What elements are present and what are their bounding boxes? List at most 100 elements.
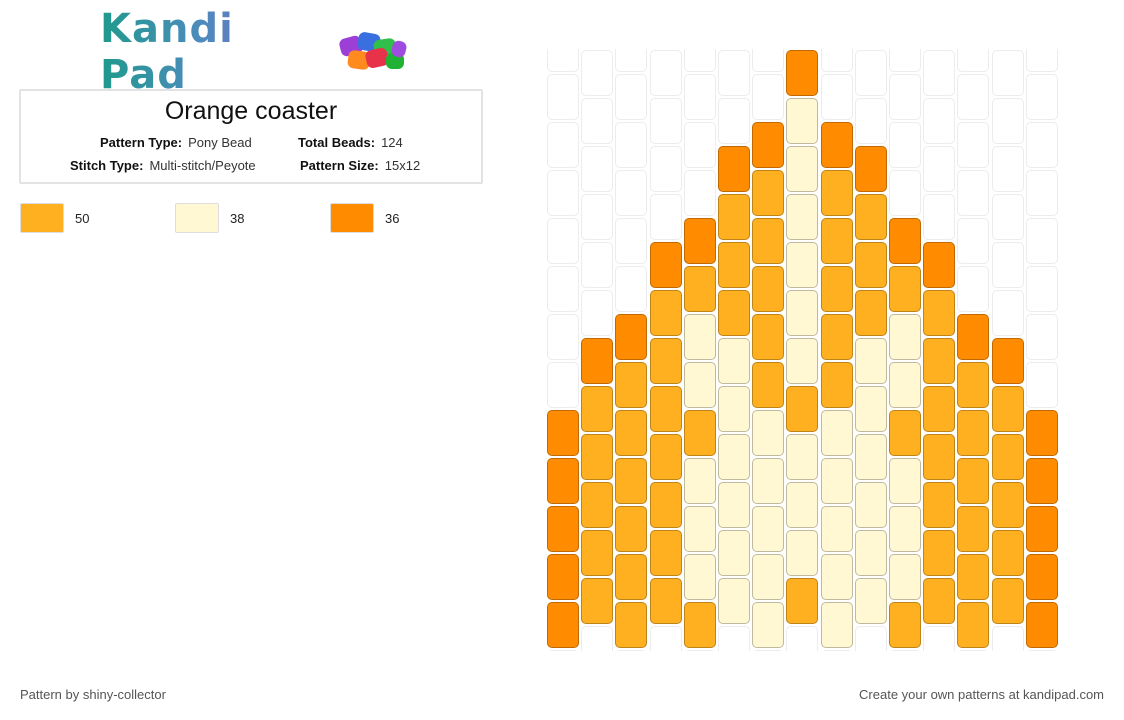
bead	[752, 410, 785, 456]
stitch-type: Stitch Type: Multi-stitch/Peyote	[70, 158, 256, 173]
bead	[615, 314, 648, 360]
bead	[820, 506, 853, 552]
bead	[786, 146, 819, 192]
empty-bead	[957, 170, 990, 216]
kandi-pad-logo[interactable]: Kandi Pad	[100, 6, 410, 98]
empty-bead	[752, 650, 785, 651]
bead	[786, 50, 819, 96]
stitch-type-label: Stitch Type:	[70, 158, 144, 173]
bead	[683, 314, 716, 360]
bead	[786, 194, 819, 240]
swatch-color	[175, 203, 219, 233]
bead	[991, 338, 1024, 384]
bead	[923, 482, 956, 528]
bead	[957, 602, 990, 648]
bead	[820, 458, 853, 504]
empty-bead	[854, 50, 887, 96]
bead	[649, 338, 682, 384]
bead	[957, 410, 990, 456]
pattern-type: Pattern Type: Pony Bead	[100, 135, 252, 150]
empty-bead	[1025, 122, 1058, 168]
empty-bead	[683, 170, 716, 216]
bead	[923, 434, 956, 480]
empty-bead	[615, 49, 648, 72]
bead	[786, 338, 819, 384]
bead	[1025, 506, 1058, 552]
swatch-count: 38	[230, 210, 245, 226]
empty-bead	[991, 98, 1024, 144]
swatch-color	[330, 203, 374, 233]
bead	[889, 410, 921, 456]
bead	[547, 602, 579, 648]
bead	[718, 482, 750, 528]
bead	[854, 530, 887, 576]
bead	[957, 506, 990, 552]
empty-bead	[683, 74, 716, 120]
bead	[923, 578, 956, 624]
bead	[752, 266, 785, 312]
bead	[718, 194, 750, 240]
swatch-color	[20, 203, 64, 233]
empty-bead	[683, 49, 716, 72]
empty-bead	[718, 626, 750, 651]
pattern-author: Pattern by shiny-collector	[20, 687, 166, 702]
bead	[1025, 602, 1058, 648]
bead	[854, 290, 887, 336]
bead	[683, 218, 716, 264]
bead	[581, 386, 614, 432]
pattern-size: Pattern Size: 15x12	[300, 158, 420, 173]
bead	[1025, 410, 1058, 456]
empty-bead	[786, 626, 819, 651]
bead	[820, 170, 853, 216]
bead	[649, 290, 682, 336]
bead	[957, 362, 990, 408]
bead	[889, 506, 921, 552]
bead	[991, 578, 1024, 624]
bead	[991, 386, 1024, 432]
bead	[581, 434, 614, 480]
empty-bead	[1025, 362, 1058, 408]
bead	[854, 146, 887, 192]
empty-bead	[649, 194, 682, 240]
bead	[786, 290, 819, 336]
empty-bead	[991, 242, 1024, 288]
bead	[923, 338, 956, 384]
empty-bead	[683, 650, 716, 651]
total-beads: Total Beads: 124	[298, 135, 403, 150]
empty-bead	[649, 50, 682, 96]
pattern-info-card: Orange coaster Pattern Type: Pony Bead To…	[19, 89, 483, 184]
bead	[786, 482, 819, 528]
bead	[786, 98, 819, 144]
empty-bead	[649, 626, 682, 651]
empty-bead	[923, 50, 956, 96]
empty-bead	[615, 266, 648, 312]
bead	[854, 482, 887, 528]
bead	[820, 266, 853, 312]
empty-bead	[1025, 74, 1058, 120]
empty-bead	[1025, 650, 1058, 651]
bead	[615, 362, 648, 408]
empty-bead	[1025, 266, 1058, 312]
empty-bead	[820, 650, 853, 651]
bead	[854, 578, 887, 624]
empty-bead	[547, 314, 579, 360]
bead	[752, 314, 785, 360]
bead	[615, 506, 648, 552]
kandipad-link[interactable]: Create your own patterns at kandipad.com	[859, 687, 1104, 702]
bead	[718, 386, 750, 432]
bead	[786, 578, 819, 624]
bead	[923, 386, 956, 432]
bead	[786, 530, 819, 576]
bead	[752, 554, 785, 600]
bead	[718, 434, 750, 480]
empty-bead	[581, 194, 614, 240]
pattern-size-label: Pattern Size:	[300, 158, 379, 173]
bead	[854, 386, 887, 432]
bead	[923, 530, 956, 576]
bead	[820, 554, 853, 600]
color-swatch-1: 50	[20, 203, 89, 233]
empty-bead	[1025, 218, 1058, 264]
empty-bead	[854, 626, 887, 651]
bead	[820, 410, 853, 456]
empty-bead	[547, 74, 579, 120]
